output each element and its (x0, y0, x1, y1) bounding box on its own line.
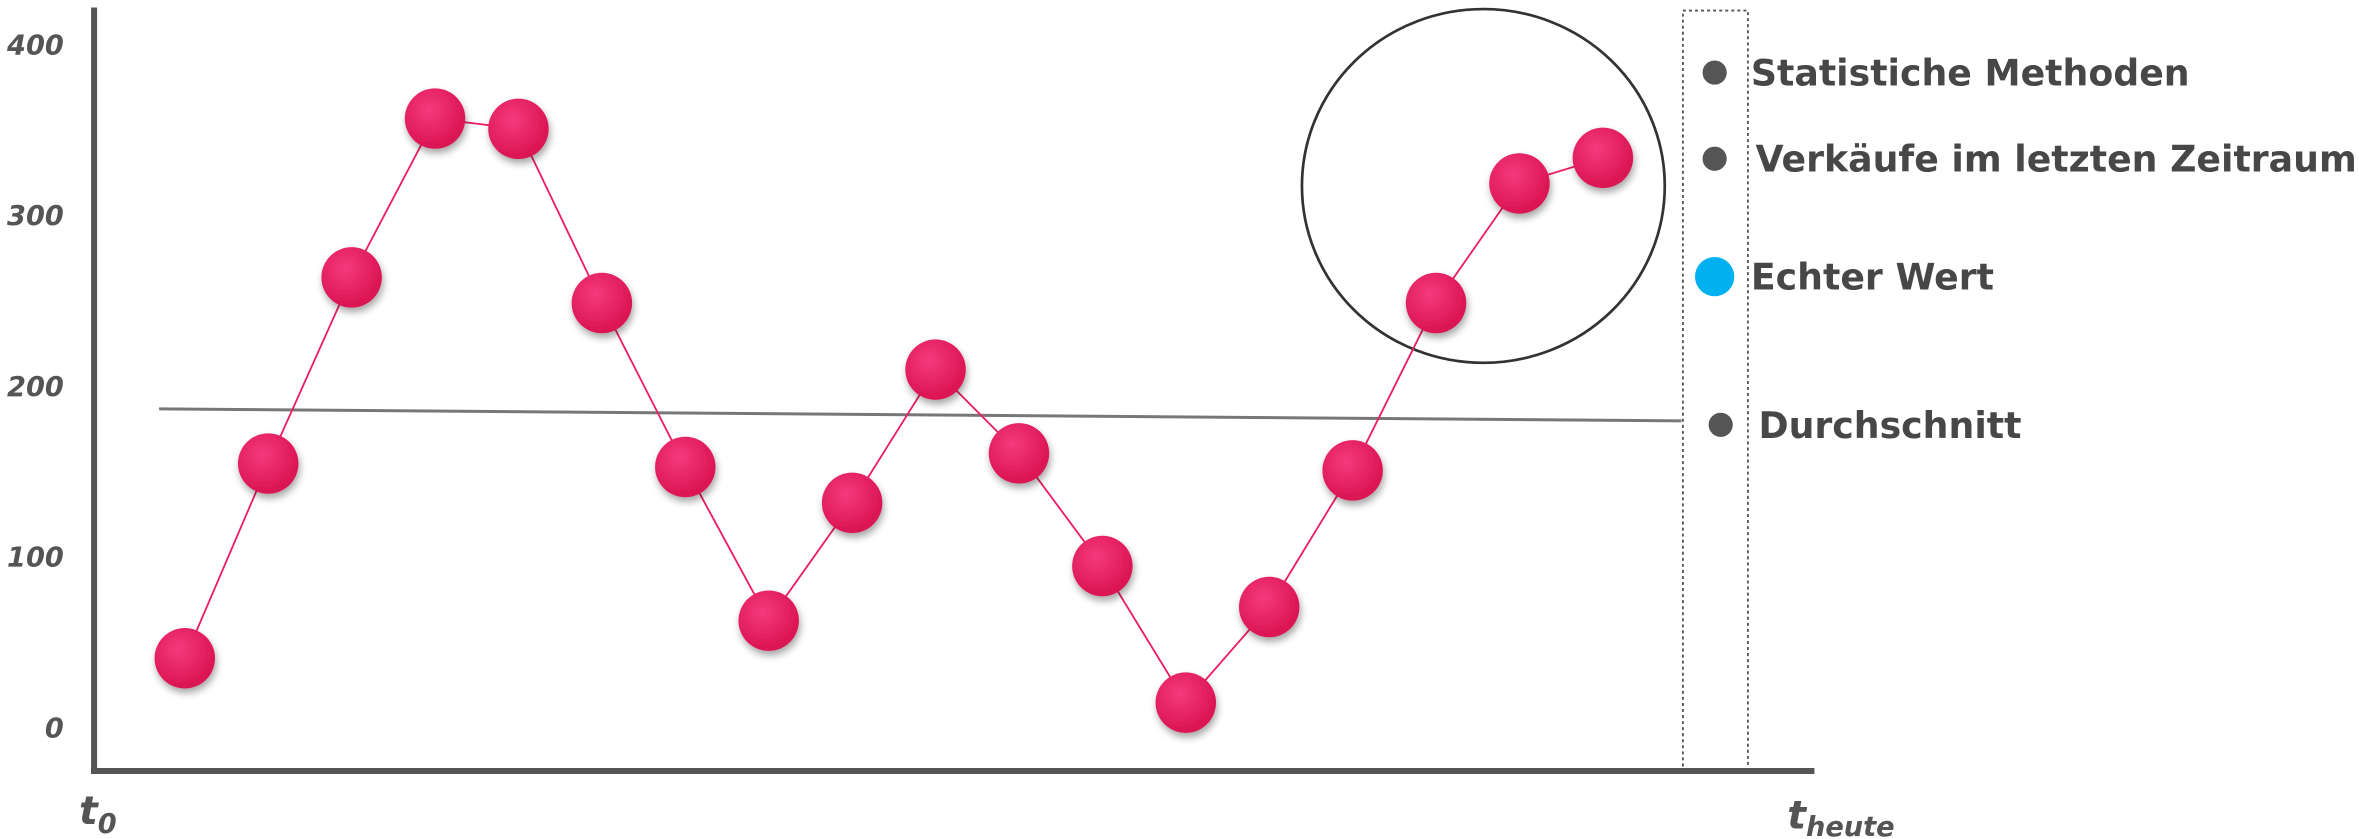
data-point (1155, 672, 1217, 733)
data-point (1072, 535, 1133, 597)
data-point (821, 472, 883, 534)
legend-label: Verkäufe im letzten Zeitraum (1755, 138, 2356, 181)
data-point (655, 436, 716, 498)
y-tick-label: 0 (45, 713, 64, 744)
data-point (404, 88, 466, 149)
legend-marker (1708, 412, 1733, 437)
average-line (159, 407, 1682, 423)
y-tick-label: 300 (7, 201, 64, 232)
data-point (1405, 272, 1467, 334)
data-point (488, 98, 549, 160)
legend-label: Statistiche Methoden (1751, 52, 2190, 95)
highlight-circle (1300, 7, 1667, 365)
y-tick-label: 200 (7, 372, 64, 403)
legend-marker (1702, 60, 1727, 85)
data-point (571, 272, 633, 334)
data-point (237, 433, 299, 494)
data-point (988, 423, 1050, 484)
x-start-label: t0 (79, 789, 117, 839)
data-point (1322, 440, 1383, 501)
data-point (154, 628, 216, 689)
label-sub: heute (1806, 812, 1895, 839)
data-point (905, 339, 966, 400)
data-point (321, 247, 382, 308)
highlight-box (1681, 9, 1749, 772)
data-point (1489, 153, 1550, 214)
legend-marker (1702, 146, 1727, 171)
data-point (1572, 127, 1634, 189)
y-tick-label: 400 (6, 30, 64, 61)
label-sub: 0 (98, 809, 117, 839)
label-base: t (79, 789, 99, 834)
label-base: t (1787, 793, 1807, 838)
legend-marker (1694, 256, 1735, 297)
data-point (738, 590, 799, 651)
x-end-label: theute (1787, 793, 1894, 839)
data-point (1238, 576, 1300, 638)
legend-label: Durchschnitt (1758, 404, 2021, 447)
legend-label: Echter Wert (1751, 256, 1994, 299)
y-tick-label: 100 (7, 543, 64, 574)
